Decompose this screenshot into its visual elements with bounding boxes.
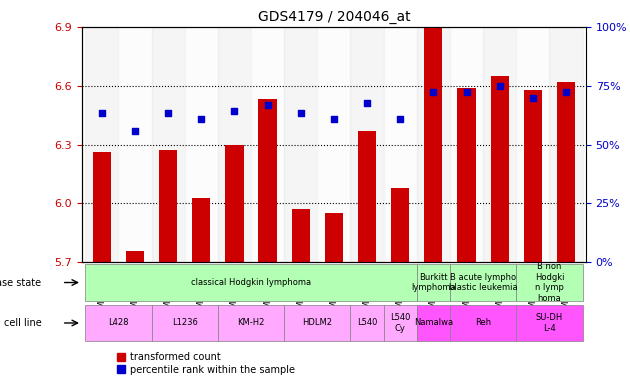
Point — [561, 89, 571, 95]
Text: L540: L540 — [357, 318, 377, 328]
Bar — [483, 27, 516, 262]
Bar — [185, 27, 218, 262]
Bar — [118, 27, 152, 262]
Bar — [126, 250, 144, 262]
Bar — [318, 27, 350, 262]
Bar — [218, 27, 251, 262]
FancyBboxPatch shape — [450, 305, 516, 341]
Point — [395, 116, 405, 122]
FancyBboxPatch shape — [350, 305, 384, 341]
FancyBboxPatch shape — [450, 264, 516, 301]
Point — [229, 108, 239, 114]
Legend: transformed count, percentile rank within the sample: transformed count, percentile rank withi… — [112, 348, 299, 379]
Text: B acute lympho
blastic leukemia: B acute lympho blastic leukemia — [449, 273, 517, 292]
FancyBboxPatch shape — [85, 264, 417, 301]
Bar — [93, 152, 111, 262]
Point — [130, 128, 140, 134]
Text: Reh: Reh — [475, 318, 491, 328]
Bar — [384, 27, 417, 262]
Bar — [350, 27, 384, 262]
FancyBboxPatch shape — [417, 264, 450, 301]
FancyBboxPatch shape — [218, 305, 284, 341]
Bar — [251, 27, 284, 262]
FancyBboxPatch shape — [417, 305, 450, 341]
Point — [196, 116, 206, 122]
Bar — [192, 197, 210, 262]
Point — [462, 89, 472, 95]
Bar — [292, 209, 310, 262]
Bar — [457, 88, 476, 262]
FancyBboxPatch shape — [284, 305, 350, 341]
Bar — [549, 27, 583, 262]
Bar — [417, 27, 450, 262]
Point — [428, 89, 438, 95]
Point — [329, 116, 339, 122]
Bar — [491, 76, 509, 262]
Point — [495, 83, 505, 89]
Bar — [391, 188, 410, 262]
Bar — [325, 213, 343, 262]
Text: L540
Cy: L540 Cy — [390, 313, 410, 333]
Bar — [557, 82, 575, 262]
Point — [295, 110, 306, 116]
Bar — [226, 145, 244, 262]
Text: L1236: L1236 — [172, 318, 198, 328]
Bar — [358, 131, 376, 262]
Text: SU-DH
L-4: SU-DH L-4 — [536, 313, 563, 333]
Bar — [258, 99, 277, 262]
Text: Burkitt
lymphoma: Burkitt lymphoma — [411, 273, 455, 292]
Text: Namalwa: Namalwa — [414, 318, 453, 328]
FancyBboxPatch shape — [516, 305, 583, 341]
Bar — [152, 27, 185, 262]
Text: classical Hodgkin lymphoma: classical Hodgkin lymphoma — [191, 278, 311, 287]
Bar — [424, 27, 442, 262]
FancyBboxPatch shape — [152, 305, 218, 341]
Bar — [284, 27, 318, 262]
Text: KM-H2: KM-H2 — [238, 318, 265, 328]
Point — [163, 110, 173, 116]
FancyBboxPatch shape — [516, 264, 583, 301]
Text: HDLM2: HDLM2 — [302, 318, 332, 328]
Bar — [159, 151, 177, 262]
Point — [263, 102, 273, 108]
Text: B non
Hodgki
n lymp
homa: B non Hodgki n lymp homa — [535, 262, 564, 303]
Text: cell line: cell line — [4, 318, 42, 328]
FancyBboxPatch shape — [85, 305, 152, 341]
Point — [362, 100, 372, 106]
Point — [528, 94, 538, 101]
Text: disease state: disease state — [0, 278, 42, 288]
Text: L428: L428 — [108, 318, 129, 328]
Bar — [524, 89, 542, 262]
Bar — [516, 27, 549, 262]
Point — [97, 110, 107, 116]
Bar — [450, 27, 483, 262]
FancyBboxPatch shape — [384, 305, 417, 341]
Bar — [85, 27, 118, 262]
Title: GDS4179 / 204046_at: GDS4179 / 204046_at — [258, 10, 410, 25]
